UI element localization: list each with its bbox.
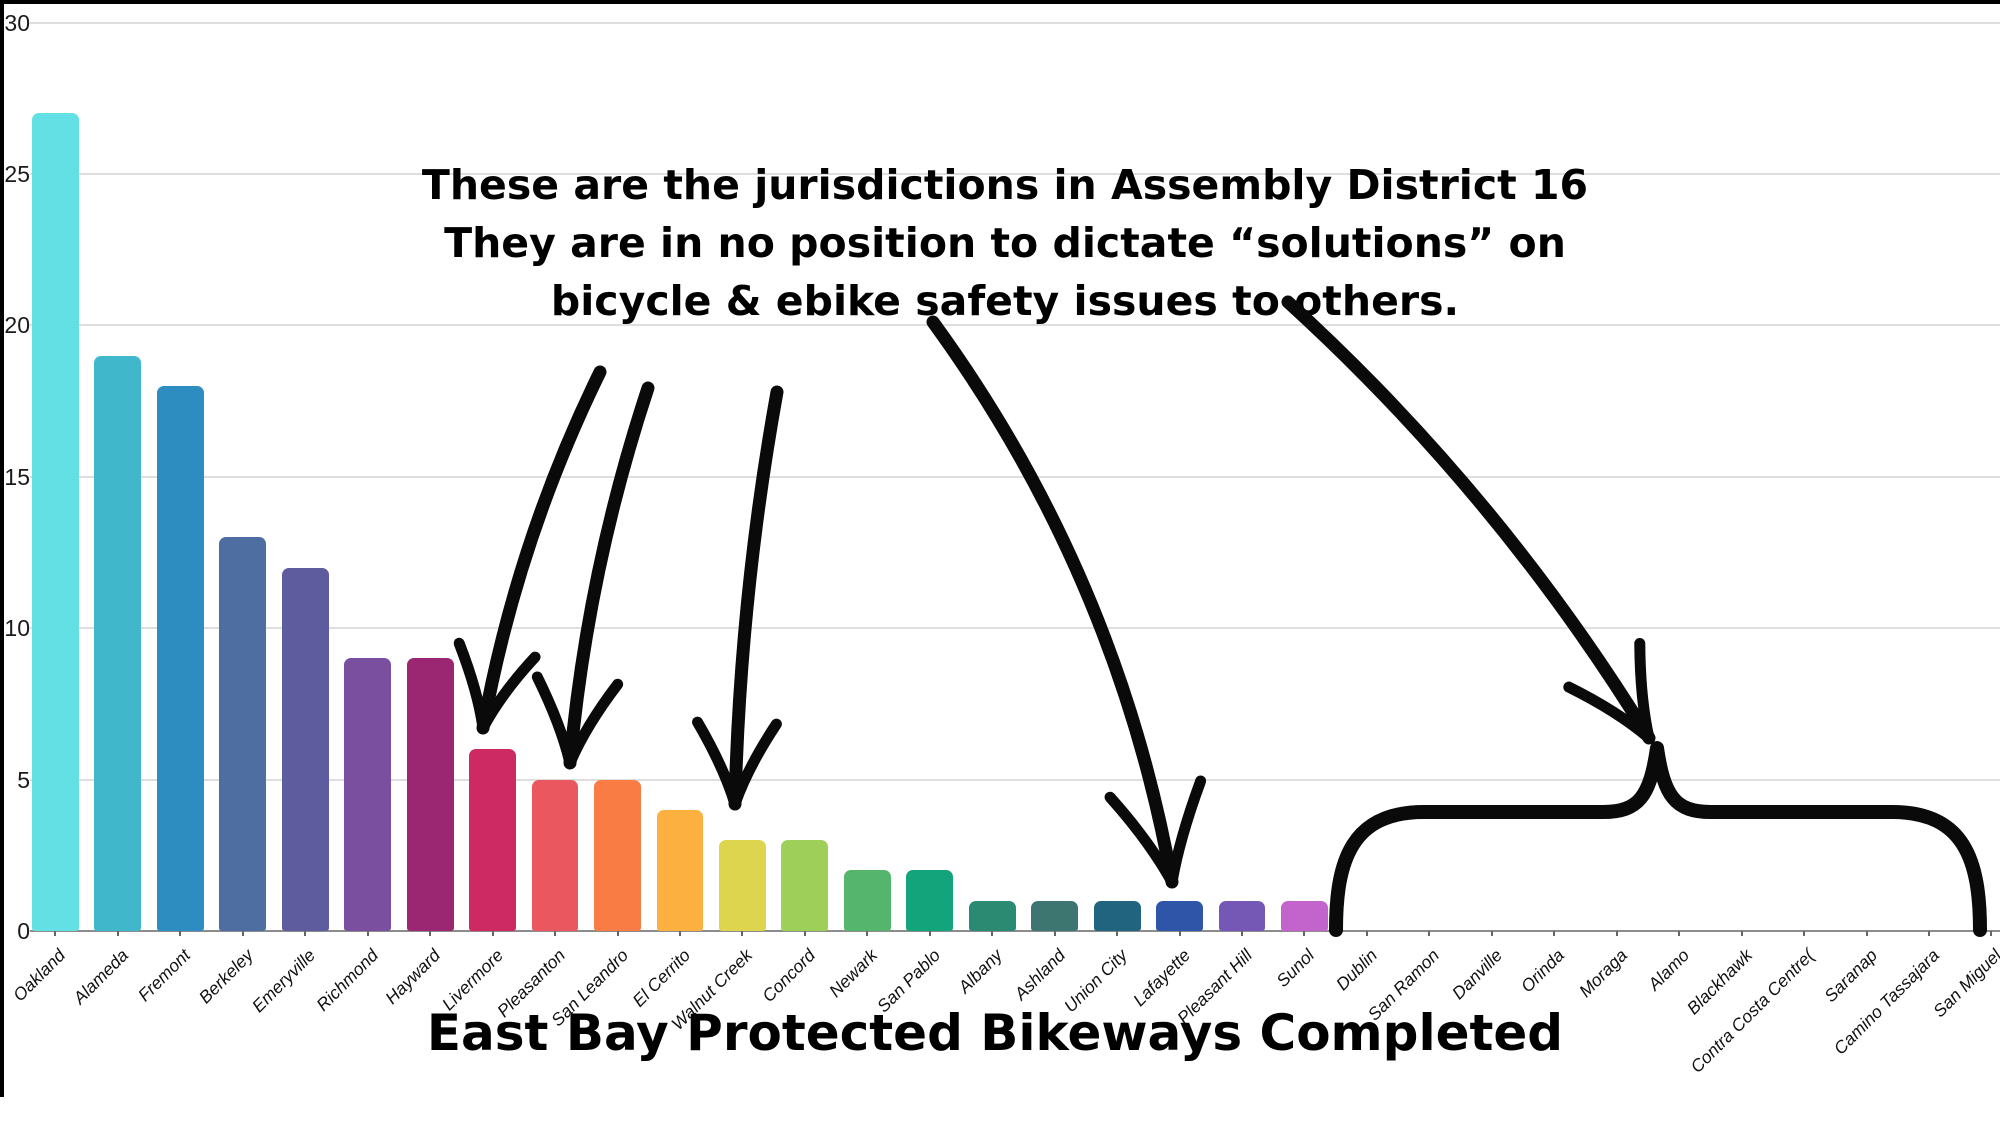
x-tick-albany [991,931,994,936]
arrowhead-wing-livermore [453,637,489,734]
curly-brace-zero-jurisdictions [1329,741,1987,937]
x-tick-livermore [491,931,494,936]
x-tick-ashland [1053,931,1056,936]
bar-alameda [94,355,142,931]
bar-ashland [1031,900,1079,931]
x-tick-walnut-creek [741,931,744,936]
x-tick-emeryville [304,931,307,936]
arrowhead-wing-walnut-creek [692,716,741,810]
arrowhead-wing-pleasanton [531,671,576,769]
frame-top-border [0,0,2000,4]
x-tick-alamo [1678,931,1681,936]
bar-fremont [156,385,204,931]
x-axis-line [30,930,2000,932]
x-tick-fremont [179,931,182,936]
x-tick-pleasanton [554,931,557,936]
bar-emeryville [281,567,329,931]
bar-berkeley [219,537,267,931]
gridline-y10 [30,627,2000,630]
bar-sunol [1281,900,1328,931]
arrowhead-wing-lafayette [1104,791,1178,888]
gridline-y15 [30,475,2000,478]
x-tick-sunol [1303,931,1306,936]
x-tick-newark [866,931,869,936]
x-tick-dublin [1365,931,1368,936]
frame-left-border [0,0,4,1097]
bar-lafayette [1156,900,1203,931]
bar-hayward [406,658,454,931]
x-tick-hayward [429,931,432,936]
bar-walnut-creek [718,840,766,931]
bar-san-leandro [594,779,641,931]
gridline-y5 [30,778,2000,781]
y-tick-label-20: 20 [4,312,30,339]
annotation-line-2: They are in no position to dictate “solu… [444,219,1566,267]
gridline-y30 [30,21,2000,24]
x-tick-richmond [366,931,369,936]
bar-oakland [32,113,79,931]
x-tick-san-pablo [928,931,931,936]
y-tick-label-0: 0 [17,918,30,944]
annotation-text: These are the jurisdictions in Assembly … [310,156,1700,330]
x-tick-san-leandro [616,931,619,936]
x-tick-contra-costa-centre [1803,931,1806,936]
chart-title: East Bay Protected Bikeways Completed [426,1004,1564,1062]
arrowhead-wing-zero-group-brace [1634,637,1655,744]
x-tick-san-miguel [1990,931,1993,936]
bar-newark [843,870,891,931]
arrow-shaft-lafayette [926,315,1179,889]
bar-el-cerrito [656,809,704,931]
arrowhead-wing-zero-group-brace [1563,681,1655,744]
y-tick-label-25: 25 [4,161,30,187]
arrow-shaft-walnut-creek [728,385,784,811]
gridline-y25 [30,173,2000,175]
arrow-shaft-pleasanton [563,381,655,770]
gridline-y20 [30,324,2000,327]
bar-san-pablo [906,870,954,931]
x-tick-san-ramon [1428,931,1431,936]
x-tick-moraga [1615,931,1618,936]
x-tick-el-cerrito [678,931,681,936]
bar-albany [968,900,1016,931]
x-tick-lafayette [1178,931,1181,936]
x-tick-saranap [1865,931,1868,936]
bar-pleasanton [531,779,579,931]
bar-concord [781,840,829,931]
x-tick-camino-tassajara [1927,931,1930,936]
arrow-shaft-zero-group-brace [1281,295,1656,745]
bar-richmond [344,658,392,931]
x-tick-alameda [116,931,119,936]
x-tick-union-city [1116,931,1119,936]
y-tick-label-15: 15 [4,463,30,490]
arrowhead-wing-lafayette [1166,775,1207,888]
x-tick-oakland [54,931,57,936]
x-tick-blackhawk [1740,931,1743,936]
x-tick-concord [803,931,806,936]
bar-livermore [469,749,517,931]
x-tick-berkeley [241,931,244,936]
y-tick-label-30: 30 [4,9,30,36]
annotation-line-1: These are the jurisdictions in Assembly … [421,161,1589,209]
x-tick-pleasant-hill [1241,931,1243,936]
bar-pleasant-hill [1218,900,1266,931]
y-tick-label-5: 5 [17,766,30,793]
x-tick-orinda [1553,931,1556,936]
x-tick-danville [1490,931,1493,936]
bar-union-city [1093,900,1141,931]
y-tick-label-10: 10 [4,615,30,642]
arrow-shaft-livermore [476,365,607,735]
